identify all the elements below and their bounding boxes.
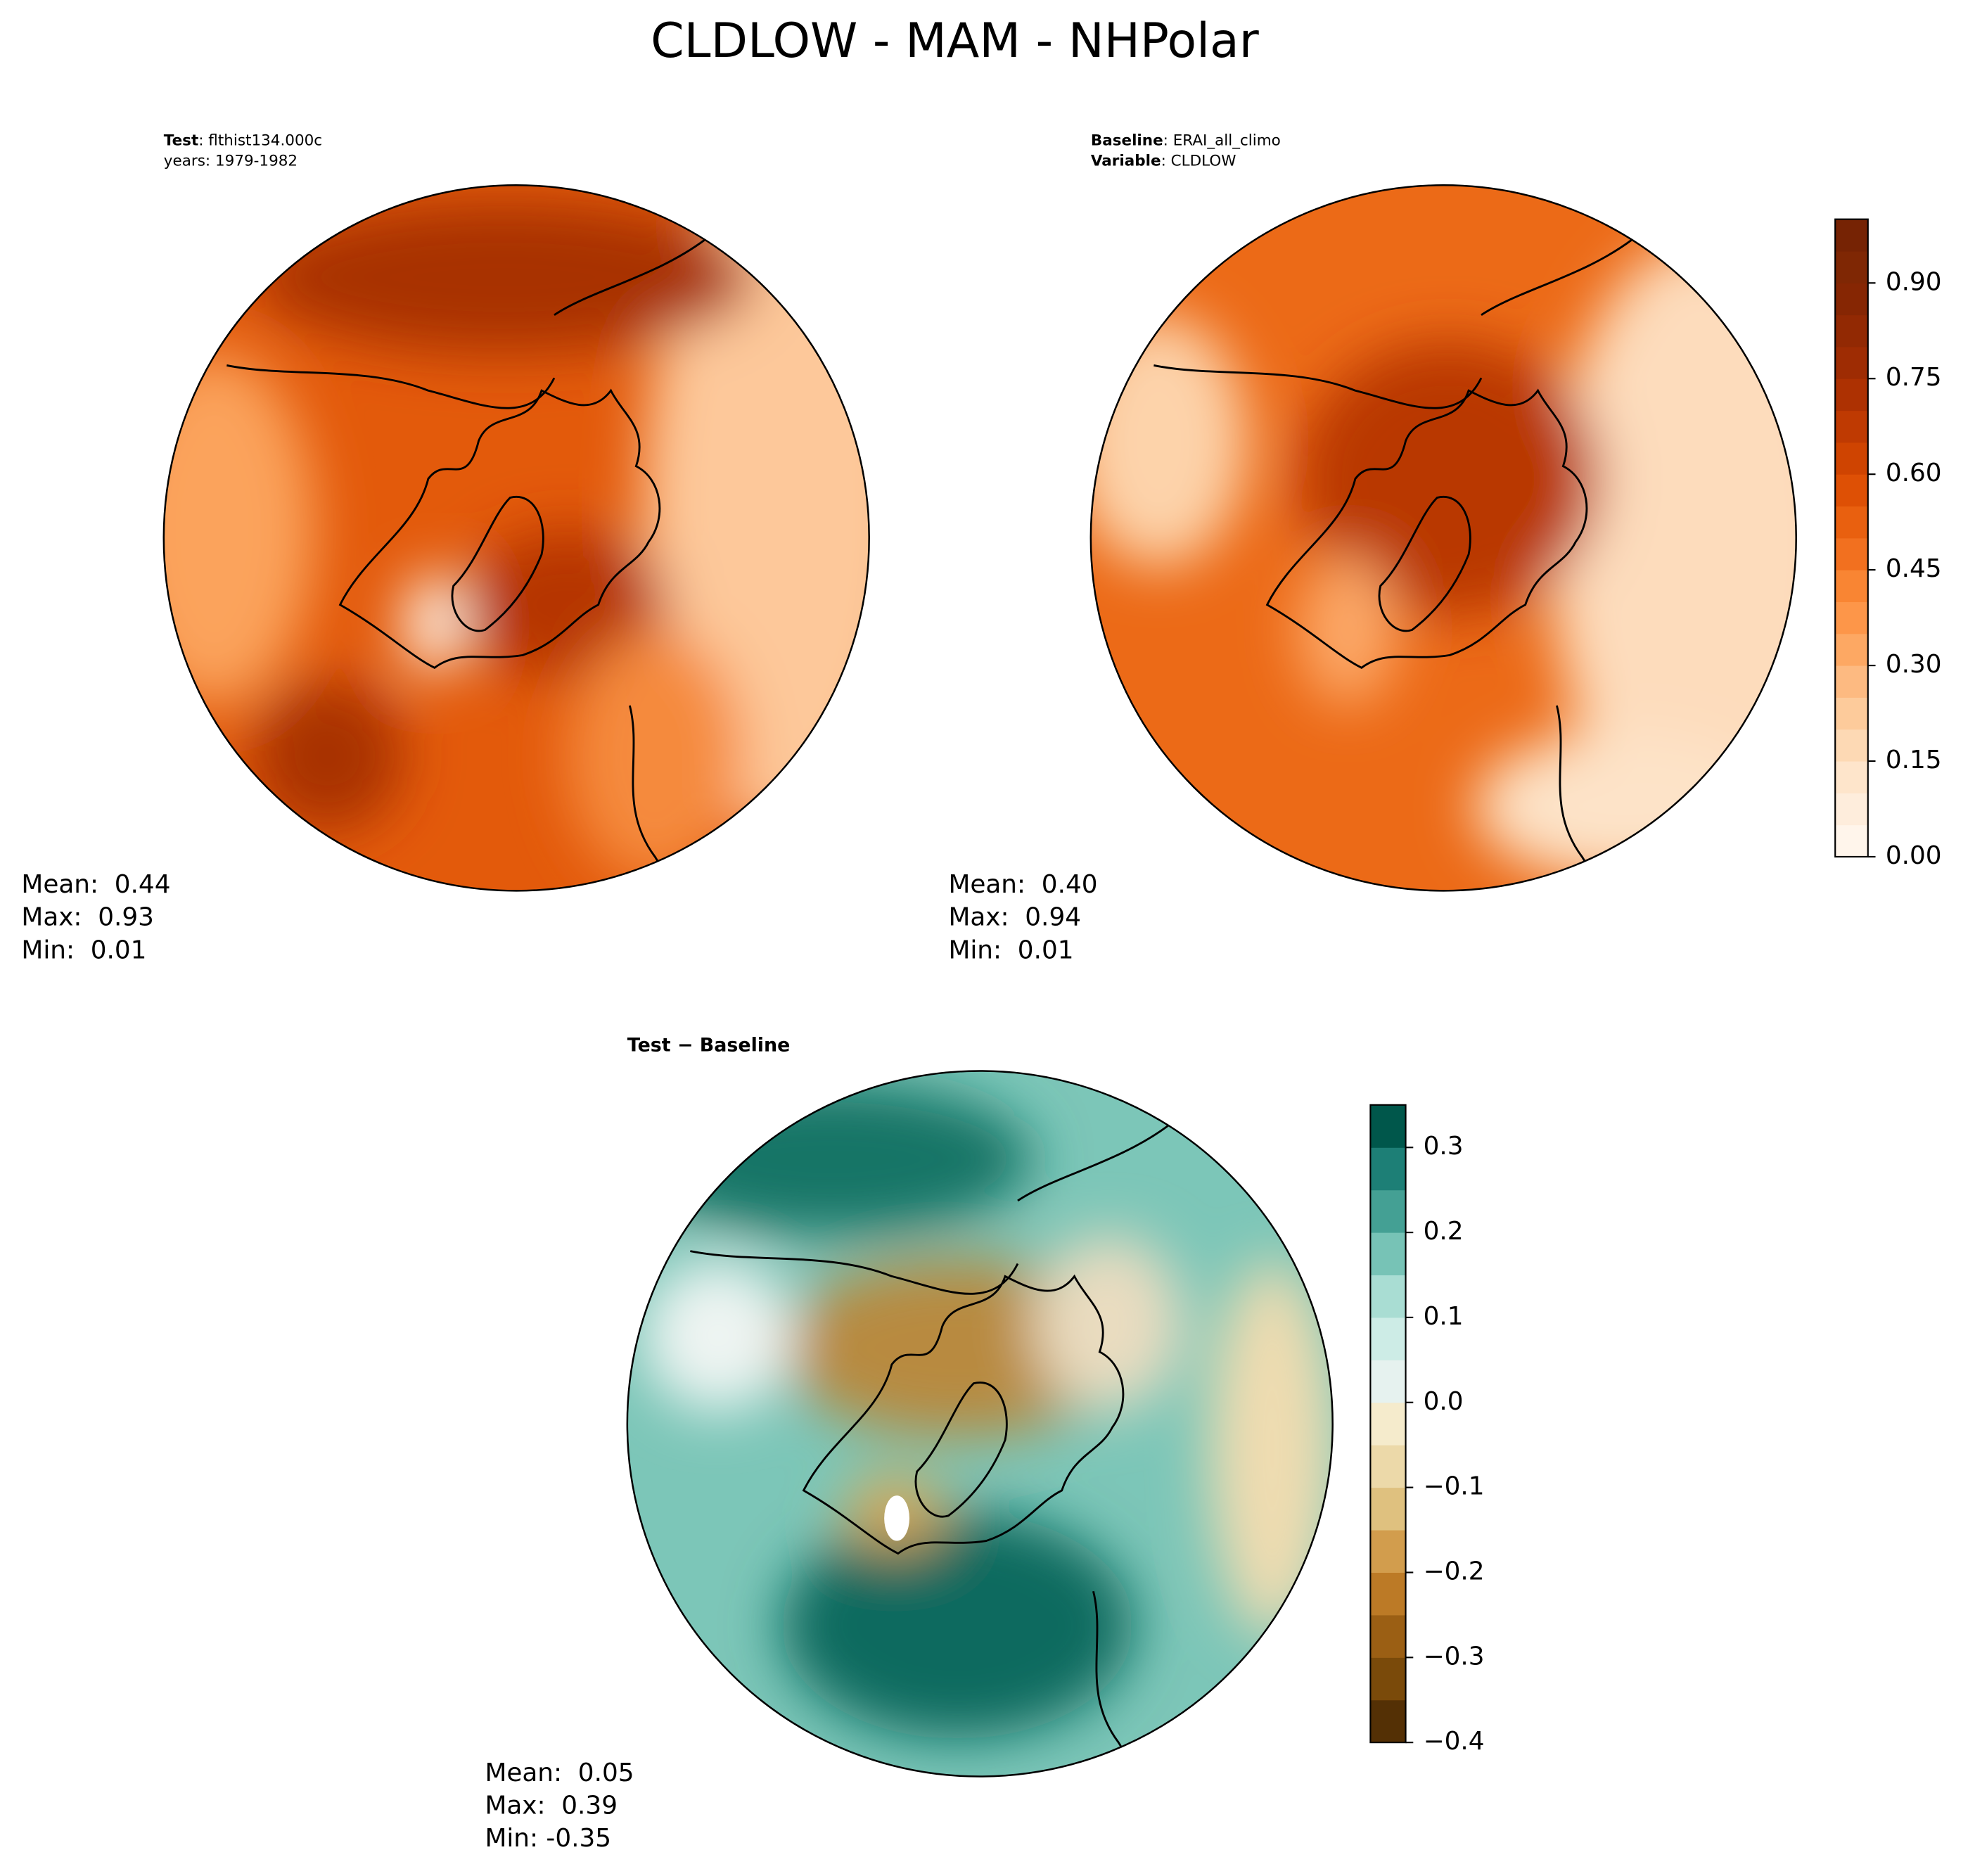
colorbar-tick-label: 0.1 bbox=[1424, 1302, 1464, 1331]
colorbar-band bbox=[1370, 1360, 1406, 1403]
colorbar-tick-label: −0.4 bbox=[1424, 1727, 1485, 1756]
colorbar-tick-label: 0.30 bbox=[1886, 650, 1942, 679]
panel-label: years: 1979-1982 bbox=[164, 152, 298, 170]
stat-text: Mean: 0.05 bbox=[485, 1759, 634, 1787]
colorbar-band bbox=[1370, 1699, 1406, 1743]
panel-label-key: Test bbox=[164, 132, 198, 150]
colorbar-tick-label: 0.60 bbox=[1886, 459, 1942, 487]
colorbar-tick-label: 0.00 bbox=[1886, 841, 1942, 870]
colorbar-band bbox=[1835, 250, 1868, 283]
colorbar-band bbox=[1370, 1572, 1406, 1616]
colorbar-band bbox=[1835, 570, 1868, 602]
colorbar-tick-label: 0.3 bbox=[1424, 1132, 1464, 1161]
colorbar-band bbox=[1370, 1402, 1406, 1446]
colorbar-tick-label: 0.90 bbox=[1886, 267, 1942, 296]
colorbar-tick-label: 0.75 bbox=[1886, 363, 1942, 392]
colorbar-band bbox=[1370, 1189, 1406, 1233]
panel-label-key: Baseline bbox=[1091, 132, 1163, 150]
colorbar-band bbox=[1835, 793, 1868, 826]
map-difference bbox=[627, 1071, 1333, 1777]
panel-label-value: : CLDLOW bbox=[1161, 152, 1236, 170]
colorbar-band bbox=[1835, 729, 1868, 762]
colorbar-band bbox=[1370, 1275, 1406, 1318]
colorbar-tick-label: −0.1 bbox=[1424, 1472, 1485, 1501]
colorbar-band bbox=[1370, 1614, 1406, 1658]
stat-text: Max: 0.93 bbox=[21, 903, 154, 932]
colorbar-band bbox=[1835, 537, 1868, 570]
colorbar-band bbox=[1370, 1530, 1406, 1573]
panel-label-value: : ERAI_all_climo bbox=[1163, 132, 1281, 150]
colorbar-band bbox=[1835, 601, 1868, 634]
colorbar-band bbox=[1835, 346, 1868, 379]
colorbar-band bbox=[1835, 219, 1868, 252]
colorbar-frame bbox=[1834, 218, 1869, 858]
colorbar-tick-label: 0.0 bbox=[1424, 1387, 1464, 1416]
panel-label-key: Test − Baseline bbox=[627, 1034, 791, 1056]
colorbar-band bbox=[1835, 410, 1868, 443]
colorbar-band bbox=[1835, 665, 1868, 698]
map-border bbox=[626, 1070, 1334, 1778]
colorbar-frame bbox=[1369, 1104, 1407, 1744]
colorbar-tick-label: 0.45 bbox=[1886, 554, 1942, 583]
map-border bbox=[162, 184, 870, 892]
colorbar-tick-label: 0.2 bbox=[1424, 1217, 1464, 1246]
colorbar-band bbox=[1835, 314, 1868, 347]
colorbar-band bbox=[1835, 761, 1868, 793]
stat-text: Min: -0.35 bbox=[485, 1824, 611, 1853]
colorbar-band bbox=[1370, 1104, 1406, 1148]
colorbar-tick-label: −0.2 bbox=[1424, 1557, 1485, 1585]
colorbar-band bbox=[1370, 1147, 1406, 1191]
stat-text: Mean: 0.40 bbox=[948, 870, 1097, 899]
panel-label: Variable: CLDLOW bbox=[1091, 152, 1236, 170]
colorbar-band bbox=[1370, 1487, 1406, 1531]
colorbar-band bbox=[1370, 1232, 1406, 1276]
colorbar-tick-label: −0.3 bbox=[1424, 1642, 1485, 1671]
panel-label-key: Variable bbox=[1091, 152, 1161, 170]
map-baseline bbox=[1090, 185, 1796, 891]
colorbar-band bbox=[1835, 378, 1868, 411]
colorbar-band bbox=[1835, 633, 1868, 666]
colorbar-band bbox=[1370, 1317, 1406, 1360]
stat-text: Mean: 0.44 bbox=[21, 870, 170, 899]
panel-label: Baseline: ERAI_all_climo bbox=[1091, 132, 1281, 150]
colorbar-band bbox=[1835, 283, 1868, 316]
map-border bbox=[1089, 184, 1797, 892]
stat-text: Max: 0.39 bbox=[485, 1791, 618, 1820]
stat-text: Max: 0.94 bbox=[948, 903, 1081, 932]
panel-label: Test − Baseline bbox=[627, 1034, 791, 1056]
stat-text: Min: 0.01 bbox=[21, 936, 146, 964]
figure-title: CLDLOW - MAM - NHPolar bbox=[651, 13, 1259, 69]
panel-label: Test: flthist134.000c bbox=[164, 132, 322, 150]
colorbar-band bbox=[1370, 1445, 1406, 1488]
colorbar-band bbox=[1370, 1657, 1406, 1701]
panel-label-value: years: 1979-1982 bbox=[164, 152, 298, 170]
colorbar-band bbox=[1835, 506, 1868, 539]
colorbar-band bbox=[1835, 824, 1868, 857]
stat-text: Min: 0.01 bbox=[948, 936, 1073, 964]
map-test bbox=[163, 185, 869, 891]
colorbar-band bbox=[1835, 442, 1868, 475]
colorbar-band bbox=[1835, 474, 1868, 507]
panel-label-value: : flthist134.000c bbox=[198, 132, 322, 150]
colorbar-tick-label: 0.15 bbox=[1886, 746, 1942, 774]
colorbar-band bbox=[1835, 697, 1868, 730]
